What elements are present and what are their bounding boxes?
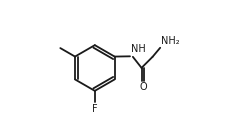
Text: NH₂: NH₂ — [161, 36, 179, 46]
Text: O: O — [139, 82, 147, 92]
Text: NH: NH — [131, 44, 145, 54]
Text: F: F — [92, 103, 98, 114]
